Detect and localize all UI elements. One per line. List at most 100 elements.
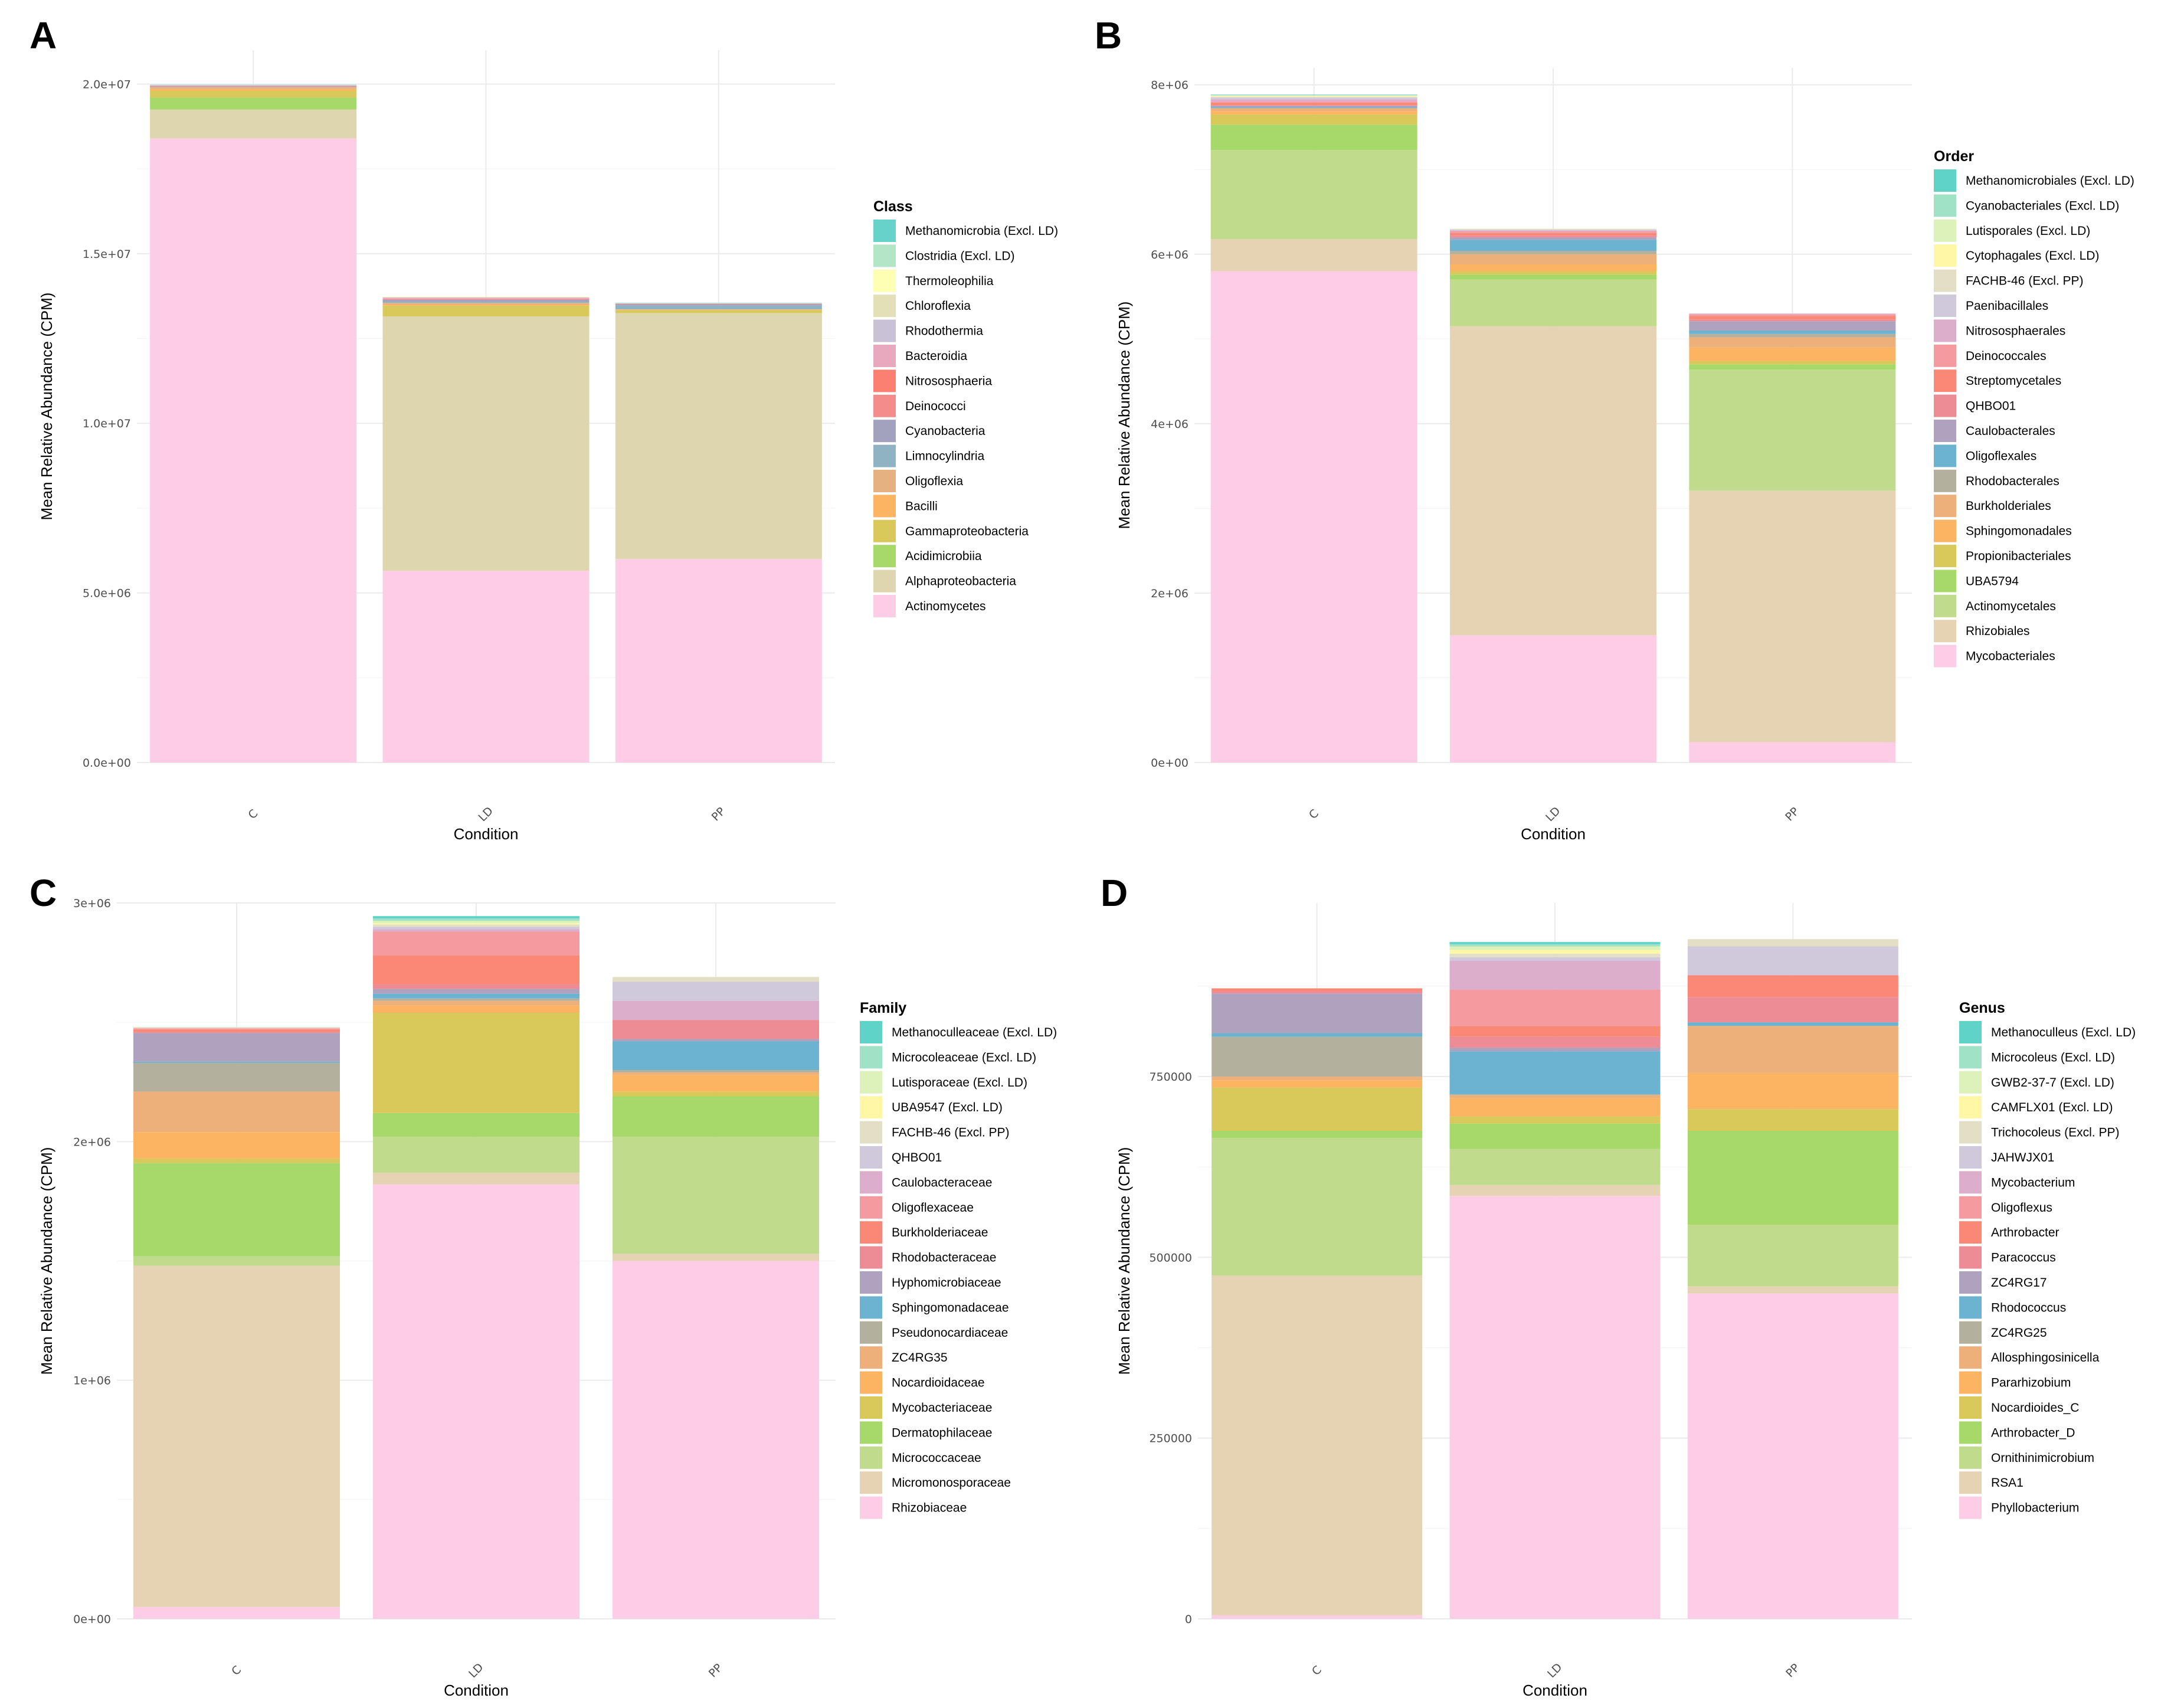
y-tick-label: 500000 bbox=[1149, 1251, 1192, 1264]
x-tick-label-pp: PP bbox=[706, 1661, 725, 1680]
legend-swatch bbox=[1934, 570, 1956, 593]
legend-label: Cytophagales (Excl. LD) bbox=[1966, 249, 2099, 263]
bar-segment-ld-hyphomicrobiaceae bbox=[373, 989, 579, 994]
legend-swatch bbox=[860, 1371, 882, 1394]
bar-segment-ld-oligoflexales bbox=[1450, 240, 1656, 251]
bar-segment-ld-mycobacterium bbox=[1449, 961, 1661, 990]
bar-segment-ld-ornithinimicrobium bbox=[1449, 1149, 1661, 1185]
bar-segment-c-pseudonocardiaceae bbox=[133, 1062, 340, 1092]
bar-segment-ld-rhodothermia bbox=[382, 297, 590, 298]
legend-title: Genus bbox=[1959, 1000, 2005, 1016]
legend-swatch bbox=[860, 1346, 882, 1369]
legend-swatch bbox=[1959, 1471, 1982, 1494]
legend-label: Mycobacterium bbox=[1991, 1176, 2075, 1189]
legend-label: Pararhizobium bbox=[1991, 1376, 2071, 1390]
legend-swatch bbox=[860, 1021, 882, 1043]
bar-segment-pp-paracoccus bbox=[1687, 997, 1898, 1023]
y-tick-label: 0.0e+00 bbox=[83, 757, 131, 770]
bar-segment-ld-pseudonocardiaceae bbox=[373, 998, 579, 1001]
bar-segment-ld-nocardioidaceae bbox=[373, 1005, 579, 1013]
bar-segment-c-zc4rg17 bbox=[1212, 993, 1423, 1033]
bar-segment-ld-uba5794 bbox=[1450, 274, 1656, 280]
bar-segment-c-propionibacteriales bbox=[1210, 114, 1417, 125]
y-tick-label: 0e+00 bbox=[73, 1613, 111, 1626]
x-tick-label-c: C bbox=[1309, 1663, 1324, 1678]
legend-swatch bbox=[1959, 1271, 1982, 1294]
legend-swatch bbox=[1959, 1396, 1982, 1419]
legend: Genus Methanoculleus (Excl. LD) Microcoleu… bbox=[1959, 1000, 2136, 1519]
bar-segment-c-micrococcaceae bbox=[133, 1256, 340, 1266]
legend-label: Bacilli bbox=[905, 499, 938, 513]
legend-label: GWB2-37-7 (Excl. LD) bbox=[1991, 1076, 2114, 1089]
legend-swatch bbox=[873, 220, 896, 242]
bar-segment-pp-bacteroidia bbox=[615, 303, 822, 304]
legend-swatch bbox=[873, 295, 896, 318]
y-axis-title: Mean Relative Abundance (CPM) bbox=[1115, 1147, 1133, 1375]
bar-segment-pp-oligoflexia bbox=[615, 309, 822, 310]
bar-segment-pp-trichocoleus-excl-pp- bbox=[1687, 939, 1898, 947]
bar-segment-ld-propionibacteriales bbox=[1450, 271, 1656, 275]
legend-label: Rhodothermia bbox=[905, 325, 983, 338]
bar-segment-c-phyllobacterium bbox=[1212, 1615, 1423, 1619]
legend-label: Rhodobacteraceae bbox=[892, 1251, 996, 1265]
legend-label: Cyanobacteriales (Excl. LD) bbox=[1966, 199, 2119, 212]
legend-label: Oligoflexales bbox=[1966, 449, 2036, 463]
legend-swatch bbox=[860, 1296, 882, 1319]
legend-swatch bbox=[1934, 344, 1956, 367]
legend-swatch bbox=[1959, 1346, 1982, 1369]
bar-segment-ld-alphaproteobacteria bbox=[382, 316, 590, 571]
legend-swatch bbox=[860, 1246, 882, 1269]
legend-label: Actinomycetales bbox=[1966, 600, 2056, 613]
bar-segment-ld-fachb-46-excl-pp- bbox=[1450, 228, 1656, 230]
legend-swatch bbox=[873, 369, 896, 392]
legend-swatch bbox=[873, 519, 896, 542]
bar-segment-c-rhodobacteraceae bbox=[133, 1032, 340, 1033]
bars bbox=[1210, 94, 1896, 763]
bar-segment-pp-rhizobiales bbox=[1689, 490, 1896, 742]
legend-label: Trichocoleus (Excl. PP) bbox=[1991, 1126, 2119, 1140]
bar-segment-pp-hyphomicrobiaceae bbox=[613, 1039, 819, 1042]
legend-swatch bbox=[1959, 1021, 1982, 1043]
legend-label: Rhodobacterales bbox=[1966, 475, 2060, 488]
bar-segment-c-deinococci bbox=[150, 86, 357, 87]
bar-segment-ld-paracoccus bbox=[1449, 1036, 1661, 1048]
bar-segment-ld-oligoflexia bbox=[382, 303, 590, 305]
bar-segment-c-allosphingosinicella bbox=[1212, 1077, 1423, 1081]
bar-segment-pp-propionibacteriales bbox=[1689, 361, 1896, 365]
legend-label: Bacteroidia bbox=[905, 349, 967, 363]
legend-label: Clostridia (Excl. LD) bbox=[905, 249, 1015, 263]
x-tick-label-ld: LD bbox=[466, 1661, 486, 1680]
bar-segment-ld-uba9547-excl-ld- bbox=[373, 923, 579, 925]
legend-swatch bbox=[873, 394, 896, 417]
x-axis-title: Condition bbox=[1521, 825, 1586, 843]
bar-segment-c-rsa1 bbox=[1212, 1275, 1423, 1615]
bar-segment-pp-sphingomonadaceae bbox=[613, 1041, 819, 1071]
bar-segment-c-actinomycetes bbox=[150, 138, 357, 763]
legend-label: Allosphingosinicella bbox=[1991, 1351, 2100, 1365]
y-tick-label: 2.0e+07 bbox=[83, 78, 131, 91]
bar-segment-c-rhodobacterales bbox=[1210, 107, 1417, 109]
bar-segment-pp-micrococcaceae bbox=[613, 1137, 819, 1254]
legend-label: Arthrobacter bbox=[1991, 1226, 2060, 1239]
legend-label: Micromonosporaceae bbox=[892, 1476, 1011, 1490]
bar-segment-c-bacilli bbox=[150, 89, 357, 91]
legend-swatch bbox=[1934, 394, 1956, 417]
bar-segment-c-cyanobacteriales-excl-ld- bbox=[1210, 94, 1417, 96]
legend-swatch bbox=[1959, 1246, 1982, 1269]
legend-label: Methanoculleaceae (Excl. LD) bbox=[892, 1026, 1057, 1039]
bar-segment-pp-pseudonocardiaceae bbox=[613, 1070, 819, 1073]
legend: Order Methanomicrobiales (Excl. LD) Cyanob… bbox=[1934, 148, 2134, 668]
y-tick-label: 1.0e+07 bbox=[83, 417, 131, 430]
bar-segment-pp-ornithinimicrobium bbox=[1687, 1225, 1898, 1287]
panel-letter-d: D bbox=[1101, 872, 1128, 914]
legend-label: RSA1 bbox=[1991, 1476, 2024, 1490]
bar-segment-ld-actinomycetes bbox=[382, 571, 590, 763]
bar-segment-pp-phyllobacterium bbox=[1687, 1293, 1898, 1619]
bar-segment-ld-methanoculleus-excl-ld- bbox=[1449, 942, 1661, 944]
legend-label: Oligoflexus bbox=[1991, 1201, 2052, 1215]
legend-swatch bbox=[1934, 194, 1956, 217]
bar-segment-c-caulobacterales bbox=[1210, 106, 1417, 107]
bar-segment-c-burkholderiales bbox=[1210, 108, 1417, 112]
bars bbox=[133, 916, 819, 1619]
legend-swatch bbox=[873, 420, 896, 443]
